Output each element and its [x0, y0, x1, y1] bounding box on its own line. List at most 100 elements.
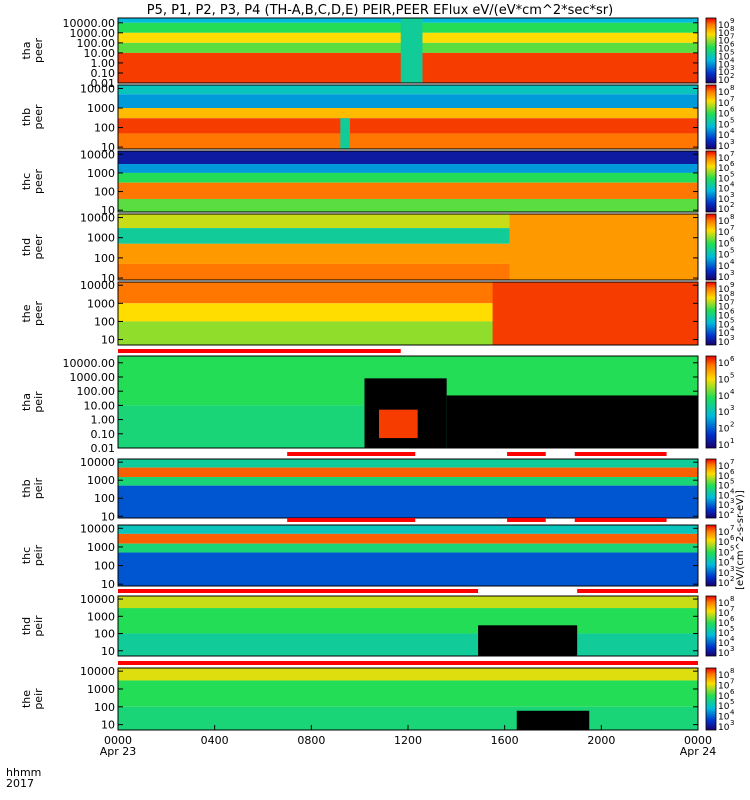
colorbar-tick-label-thc-peer: 10	[718, 154, 730, 164]
colorbar-tick-exponent-the-peir: 8	[730, 667, 734, 675]
colorbar-tick-label-thd-peer: 10	[718, 217, 730, 227]
band-thc-peir-1	[118, 533, 698, 544]
colorbar-tick-label-tha-peer: 10	[718, 68, 730, 78]
y-tick-label-tha-peer: 0.01	[91, 77, 116, 90]
y-tick-label-thc-peer: 10000	[80, 148, 115, 161]
y-tick-label-thb-peir: 100	[94, 492, 115, 505]
colorbar-tick-exponent-thd-peir: 3	[730, 645, 734, 653]
y-tick-label-tha-peer: 10000.00	[63, 17, 116, 30]
colorbar-tick-exponent-thc-peir: 4	[730, 555, 735, 563]
y-axis-label-species-thc-peer: peer	[32, 169, 45, 195]
y-tick-label-the-peir: 1000	[87, 683, 115, 696]
feature-thb-peer-0	[340, 118, 350, 149]
colorbar-tick-label-thc-peer: 10	[718, 205, 730, 215]
band-thd-peir-1	[118, 608, 698, 634]
y-tick-label-tha-peer: 1000.00	[70, 27, 116, 40]
colorbar-tick-label-thc-peir: 10	[718, 569, 730, 579]
band-thb-peer-3	[118, 118, 698, 134]
colorbar-tick-label-the-peir: 10	[718, 702, 730, 712]
colorbar-tick-exponent-thd-peer: 3	[730, 269, 734, 277]
y-axis-label-species-thd-peir: peir	[32, 615, 45, 637]
y-axis-label-probe-thd-peer: thd	[20, 238, 33, 256]
colorbar-tick-exponent-tha-peer: 5	[730, 48, 734, 56]
y-tick-label-thc-peer: 10	[101, 204, 115, 217]
y-tick-label-thd-peir: 1000	[87, 610, 115, 623]
colorbar-tick-label-thc-peir: 10	[718, 538, 730, 548]
y-tick-label-thd-peer: 10	[101, 272, 115, 285]
flag-bar-thb-peir-2	[574, 452, 667, 456]
colorbar-tick-label-thb-peir: 10	[718, 491, 730, 501]
y-tick-label-thd-peer: 1000	[87, 232, 115, 245]
colorbar-tick-exponent-tha-peer: 3	[730, 64, 734, 72]
y-tick-label-thb-peir: 10	[101, 510, 115, 523]
colorbar-tick-label-thc-peer: 10	[718, 185, 730, 195]
feature-tha-peer-0	[400, 18, 423, 83]
colorbar-tick-exponent-thb-peer: 5	[730, 116, 734, 124]
colorbar-tick-exponent-thd-peer: 8	[730, 213, 734, 221]
y-tick-label-tha-peer: 100.00	[77, 37, 116, 50]
colorbar-tick-label-thb-peir: 10	[718, 462, 730, 472]
colorbar-tick-exponent-the-peir: 4	[730, 709, 735, 717]
colorbar-tick-label-the-peer: 10	[718, 329, 730, 339]
colorbar-tick-label-thd-peir: 10	[718, 629, 730, 639]
panel-frame-tha-peir	[117, 355, 699, 449]
colorbar-tick-exponent-thc-peer: 6	[730, 160, 735, 168]
colorbar-tick-exponent-tha-peer: 4	[730, 56, 735, 64]
colorbar-tick-exponent-thd-peir: 4	[730, 635, 735, 643]
y-tick-label-tha-peer: 0.10	[91, 67, 116, 80]
colorbar-tick-label-the-peer: 10	[718, 320, 730, 330]
colorbar-tick-exponent-tha-peer: 9	[730, 17, 734, 25]
band-thc-peer-4	[118, 198, 698, 212]
colorbar-tick-label-thc-peir: 10	[718, 528, 730, 538]
colorbar-tick-exponent-thb-peir: 2	[730, 507, 734, 515]
y-axis-label-species-thd-peer: peer	[32, 234, 45, 260]
y-tick-label-thc-peer: 1000	[87, 167, 115, 180]
feature-tha-peir-1	[446, 395, 698, 448]
feature-thd-peer-0	[509, 214, 698, 280]
y-tick-label-the-peer: 10	[101, 334, 115, 347]
band-thb-peer-2	[118, 107, 698, 119]
colorbar-tick-label-thd-peir: 10	[718, 599, 730, 609]
flag-bar-tha-peir-0	[118, 349, 401, 353]
band-the-peir-0	[118, 668, 698, 681]
colorbar-tick-label-thd-peir: 10	[718, 649, 730, 659]
colorbar-tick-exponent-thb-peer: 4	[730, 127, 735, 135]
colorbar-tick-label-tha-peir: 10	[718, 425, 730, 435]
feature-thd-peir-0	[478, 625, 578, 656]
colorbar-tick-label-thc-peir: 10	[718, 548, 730, 558]
colorbar-tick-label-tha-peer: 10	[718, 52, 730, 62]
colorbar-tick-label-thb-peer: 10	[718, 120, 730, 130]
band-thc-peir-3	[118, 552, 698, 586]
colorbar-tick-label-thc-peir: 10	[718, 579, 730, 589]
band-thc-peir-0	[118, 525, 698, 534]
y-axis-label-probe-thc-peer: thc	[20, 173, 33, 190]
colorbar-tick-label-tha-peer: 10	[718, 29, 730, 39]
colorbar-tick-exponent-tha-peer: 6	[730, 41, 735, 49]
colorbar-tick-exponent-the-peer: 3	[730, 334, 734, 342]
band-thb-peir-1	[118, 467, 698, 478]
colorbar-tick-label-thb-peer: 10	[718, 110, 730, 120]
flag-bar-thd-peir-1	[577, 589, 698, 593]
y-tick-label-tha-peir: 0.01	[91, 442, 116, 455]
flag-bar-thb-peir-0	[287, 452, 416, 456]
colorbar-tick-label-the-peer: 10	[718, 294, 730, 304]
band-thc-peer-0	[118, 151, 698, 165]
colorbar-thc-peer	[705, 150, 717, 213]
colorbar-tick-exponent-thb-peer: 3	[730, 138, 734, 146]
band-thb-peir-0	[118, 459, 698, 468]
colorbar-tick-exponent-the-peir: 7	[730, 677, 734, 685]
colorbar-tick-label-tha-peer: 10	[718, 21, 730, 31]
colorbar-tick-exponent-the-peir: 5	[730, 698, 734, 706]
y-axis-label-probe-thb-peer: thb	[20, 108, 33, 126]
y-tick-label-thb-peer: 100	[94, 122, 115, 135]
flag-bar-thc-peir-0	[287, 518, 416, 522]
y-tick-label-tha-peir: 0.10	[91, 428, 116, 441]
y-tick-label-thb-peer: 10	[101, 141, 115, 154]
